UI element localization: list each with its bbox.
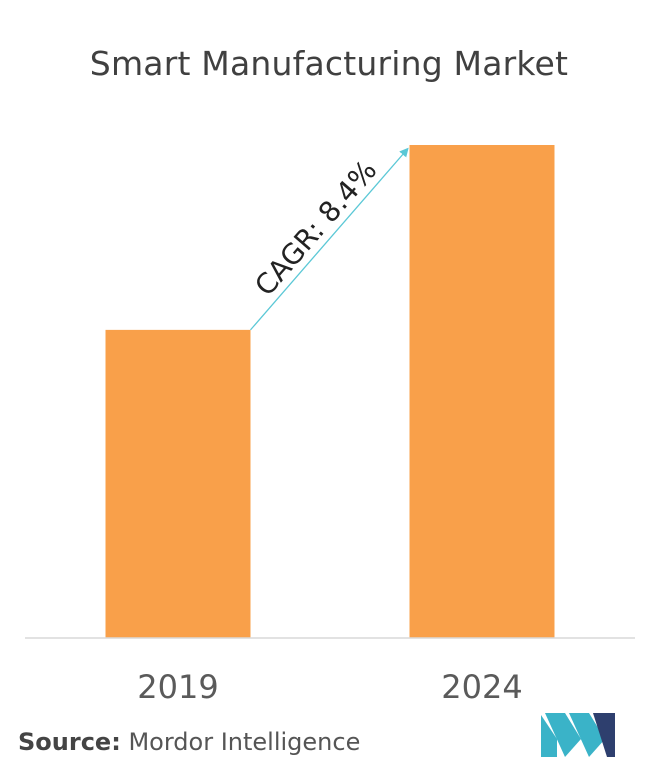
cagr-label: CAGR: 8.4% <box>248 154 383 302</box>
x-tick-label-2024: 2024 <box>441 668 522 706</box>
source-label: Source: <box>18 728 121 756</box>
x-tick-label-2019: 2019 <box>137 668 218 706</box>
chart-title: Smart Manufacturing Market <box>89 44 569 83</box>
source-line: Source: Mordor Intelligence <box>18 728 360 756</box>
bar-2024 <box>409 145 555 638</box>
cagr-arrow <box>250 147 409 331</box>
bar-2019 <box>105 329 251 638</box>
mordor-intelligence-logo-icon <box>541 713 615 757</box>
source-text: Mordor Intelligence <box>128 728 361 756</box>
